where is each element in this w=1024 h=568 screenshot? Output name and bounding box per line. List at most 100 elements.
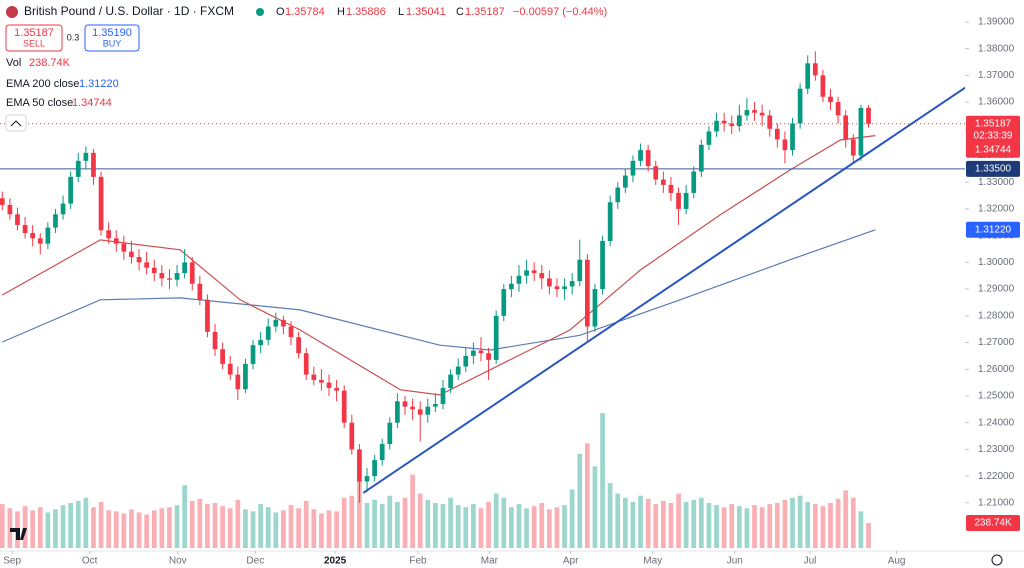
candle-body — [683, 192, 689, 209]
buy-price: 1.35190 — [92, 27, 132, 39]
candle-body — [440, 387, 446, 404]
settings-button[interactable] — [991, 554, 1003, 566]
volume-bar — [501, 497, 507, 548]
x-tick-label: Oct — [82, 556, 98, 567]
volume-bar — [676, 493, 681, 548]
candle-body — [600, 240, 605, 290]
candle-body — [509, 283, 514, 290]
candle-body — [159, 273, 165, 279]
volume-bar — [698, 497, 704, 548]
volume-bar — [319, 513, 324, 548]
tv-logo — [10, 528, 27, 540]
volume-bar — [509, 507, 514, 548]
volume-bar — [53, 509, 58, 548]
y-tick-label: 1.32000 — [978, 204, 1015, 215]
y-tick-label: 1.28000 — [978, 310, 1015, 321]
symbol-title[interactable]: British Pound / U.S. Dollar · 1D · FXCM — [24, 4, 234, 18]
price-axis — [965, 0, 1024, 568]
candle-body — [296, 337, 301, 354]
volume-bar — [850, 497, 856, 548]
volume-bar — [174, 505, 180, 548]
candle-body — [98, 176, 104, 231]
y-tick-label: 1.27000 — [978, 337, 1015, 348]
volume-bar — [638, 495, 643, 548]
volume-bar — [843, 490, 849, 548]
volume-bar — [37, 507, 43, 548]
candle-body — [653, 166, 659, 180]
ema-line — [2, 229, 876, 351]
volume-bar — [296, 508, 301, 548]
volume-bar — [106, 510, 112, 548]
volume-bar — [615, 493, 621, 548]
candle-body — [577, 259, 583, 282]
candle-body — [501, 289, 507, 316]
x-tick-label: Mar — [481, 556, 499, 567]
volume-bar — [326, 510, 332, 548]
volume-bar — [98, 501, 104, 548]
volume-bar — [144, 514, 150, 548]
volume-bar — [744, 508, 750, 548]
volume-bar — [577, 453, 583, 548]
candle-body — [797, 88, 803, 124]
y-tick-label: 1.30000 — [978, 257, 1015, 268]
x-tick-label: Dec — [246, 556, 264, 567]
candle-body — [607, 202, 613, 241]
volume-bar — [729, 504, 735, 548]
x-tick-label: May — [643, 556, 662, 567]
candle-body — [402, 401, 408, 407]
candle-body — [433, 403, 438, 407]
volume-bar — [691, 499, 697, 548]
volume-bar — [516, 504, 522, 548]
volume-bar — [151, 510, 157, 548]
candle-body — [562, 286, 567, 290]
candle-body — [516, 275, 522, 284]
candle-body — [341, 390, 347, 423]
volume-bar — [645, 498, 651, 548]
candle-body — [319, 379, 324, 383]
candle-body — [357, 449, 362, 482]
volume-bar — [167, 507, 172, 548]
volume-bar — [30, 510, 36, 548]
volume-bar — [395, 501, 400, 548]
collapse-button[interactable] — [5, 114, 27, 132]
volume-bar — [197, 498, 203, 548]
hline-badge: 1.33500 — [975, 164, 1012, 175]
candle-body — [387, 422, 393, 445]
volume-bar — [129, 509, 134, 548]
volume-bar — [569, 489, 575, 548]
candle-body — [227, 363, 233, 375]
collapse-icon — [10, 120, 22, 127]
volume-bar — [531, 506, 537, 548]
volume-bar — [759, 507, 765, 548]
volume-bar — [136, 512, 142, 548]
plot-area — [0, 51, 971, 548]
candle-body — [615, 187, 621, 203]
volume-bar — [410, 474, 415, 548]
volume-bar — [189, 500, 195, 548]
volume-bar — [258, 504, 263, 548]
volume-bar — [562, 505, 567, 548]
symbol-logo — [6, 6, 18, 18]
candle-body — [129, 251, 134, 258]
volume-bar — [182, 485, 187, 548]
volume-bar — [273, 512, 279, 548]
buy-button[interactable] — [84, 24, 140, 52]
volume-bar — [417, 493, 423, 548]
volume-bar — [250, 511, 256, 548]
candle-body — [782, 139, 788, 151]
last-price-badge-time: 02:33:39 — [974, 130, 1013, 141]
y-tick-label: 1.24000 — [978, 417, 1015, 428]
candle-body — [311, 374, 317, 380]
candle-body — [828, 96, 833, 103]
sell-button[interactable] — [5, 24, 63, 52]
candle-body — [45, 227, 51, 244]
volume-bar — [653, 504, 659, 548]
change: −0.00597 (−0.44%) — [513, 6, 607, 18]
volume-bar — [622, 497, 628, 548]
volume-bar — [668, 503, 674, 548]
ohlc-label: C — [456, 6, 464, 18]
candle-body — [395, 401, 400, 423]
candle-body — [721, 120, 727, 124]
candle-body — [0, 198, 5, 205]
volume-bar — [455, 505, 461, 548]
